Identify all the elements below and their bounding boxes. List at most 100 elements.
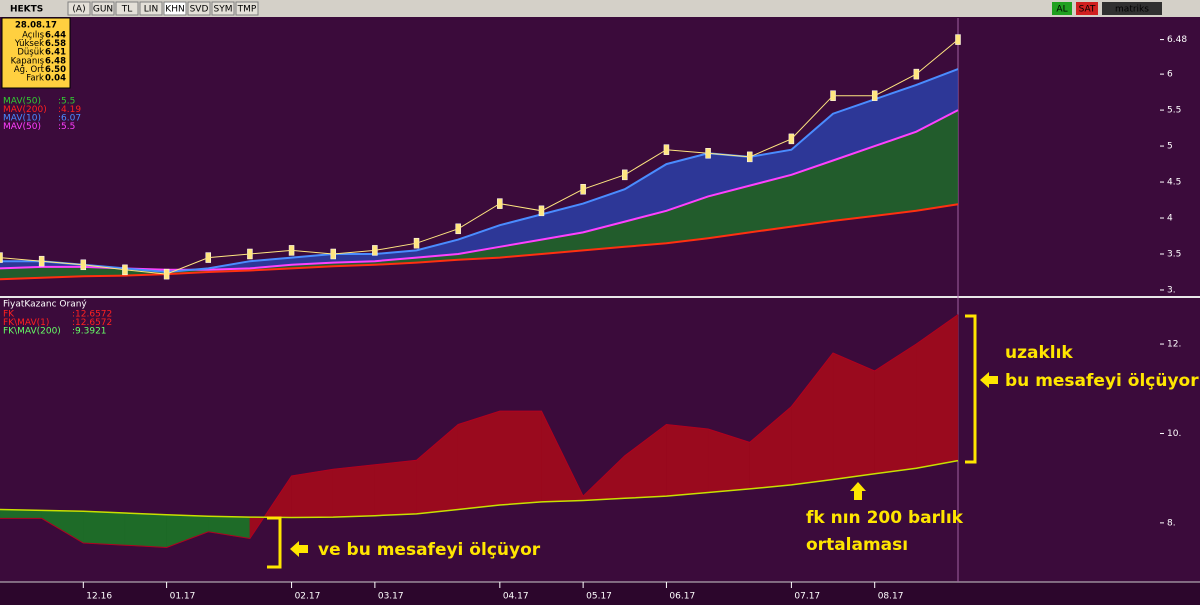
arrow: [290, 541, 308, 557]
info-value: 6.44: [45, 31, 66, 41]
gap-fill: [666, 424, 709, 497]
price-line: [0, 39, 959, 275]
band-fill: [0, 110, 958, 280]
arrow: [980, 372, 998, 388]
toolbar-button[interactable]: [91, 1, 115, 16]
legend-name: MAV(50): [3, 97, 41, 107]
legend-name: MAV(200): [3, 105, 47, 115]
buy-button[interactable]: [1052, 2, 1072, 15]
toolbar-button-label[interactable]: (A): [72, 5, 85, 15]
toolbar-items: HEKTS (A) GUN TL LIN KHN SVD SYM TMP AL SAT matriks: [10, 1, 1162, 16]
bracket: [267, 516, 282, 569]
gap-fill: [832, 352, 875, 480]
toolbar-button[interactable]: [163, 1, 187, 16]
legend-value: :4.19: [58, 105, 81, 115]
toolbar-button-label[interactable]: TL: [121, 5, 133, 15]
info-box-bg: [1, 17, 71, 89]
toolbar-button-label[interactable]: GUN: [93, 5, 113, 15]
gap-fill: [83, 510, 126, 546]
plots: 3. 3.5 4 4.5 5 5.5 6 6.48 MAV(50):5.5 MAV(200):4.…: [0, 34, 1187, 602]
y-tick-label: 5.5: [1167, 106, 1181, 116]
buy-label[interactable]: AL: [1056, 5, 1067, 15]
info-label: Yüksek: [14, 39, 44, 49]
y-tick-label: 4: [1167, 214, 1173, 224]
info-value: 6.41: [45, 48, 66, 58]
legend-name: FK\MAV(1): [3, 318, 49, 328]
panel-separator: [0, 296, 1200, 298]
legend-value: :5.5: [58, 122, 75, 132]
legend-value: :12.6572: [72, 318, 112, 328]
ma-line: [0, 109, 959, 271]
annotation: ve bu mesafeyi ölçüyor: [318, 540, 541, 560]
gap-fill: [374, 460, 417, 516]
toolbar: [0, 0, 1200, 17]
x-tick-label: 03.17: [378, 592, 404, 602]
annotations: uzaklık bu mesafeyi ölçüyor ve bu mesafe…: [267, 314, 1199, 569]
arrow: [850, 482, 866, 500]
toolbar-button-label[interactable]: TMP: [237, 5, 257, 15]
brand: matriks: [1115, 5, 1149, 15]
x-tick-label: 01.17: [170, 592, 196, 602]
toolbar-button-label[interactable]: SVD: [190, 5, 209, 15]
legend-value: :6.07: [58, 114, 81, 124]
toolbar-button[interactable]: [211, 1, 235, 16]
fk-ma-line: [0, 459, 959, 519]
x-tick-label: 06.17: [669, 592, 695, 602]
annotation: ortalaması: [806, 535, 908, 555]
bracket: [965, 314, 977, 464]
gap-fill: [457, 410, 501, 510]
y-tick-label: 3.5: [1167, 249, 1181, 259]
y-tick-label: 8.: [1167, 518, 1176, 528]
x-tick-label: 04.17: [503, 592, 529, 602]
toolbar-button[interactable]: [235, 1, 259, 16]
gap-fill: [291, 468, 334, 518]
toolbar-button-label[interactable]: SYM: [214, 5, 233, 15]
y-tick-label: 6: [1167, 70, 1173, 80]
toolbar-button[interactable]: [115, 1, 139, 16]
annotation: uzaklık: [1005, 343, 1073, 363]
y-tick-label: 3.: [1167, 285, 1176, 295]
info-value: 6.58: [45, 39, 66, 49]
ma-line: [0, 203, 959, 281]
legend-value: :12.6572: [72, 310, 112, 320]
x-tick-label: 08.17: [878, 592, 904, 602]
toolbar-button[interactable]: [67, 1, 91, 16]
price-candle: [955, 34, 961, 45]
info-label: Kapanış: [11, 56, 45, 66]
legend-value: :5.5: [58, 97, 75, 107]
info-value: 6.48: [45, 56, 66, 66]
band-fill: [0, 69, 958, 272]
gap-fill: [332, 464, 376, 518]
info-label: Düşük: [17, 48, 44, 58]
legend-value: :9.3921: [72, 327, 107, 337]
x-tick-label: 07.17: [794, 592, 820, 602]
toolbar-button-label[interactable]: LIN: [144, 5, 158, 15]
annotation: bu mesafeyi ölçüyor: [1005, 371, 1199, 391]
info-value: 6.50: [45, 65, 66, 75]
legend-name: FK: [3, 310, 15, 320]
y-tick-label: 5: [1167, 142, 1173, 152]
gap-fill: [499, 410, 542, 506]
y-tick-label: 6.48: [1167, 35, 1187, 45]
sell-button[interactable]: [1076, 2, 1098, 15]
legend-name: MAV(10): [3, 114, 41, 124]
toolbar-button-label[interactable]: KHN: [165, 5, 184, 15]
legend-name: MAV(50): [3, 122, 41, 132]
gap-fill: [124, 512, 167, 548]
brand-box: [1102, 2, 1162, 15]
toolbar-button[interactable]: [187, 1, 211, 16]
fk-line: [0, 314, 959, 549]
symbol: HEKTS: [10, 5, 43, 15]
sell-label[interactable]: SAT: [1079, 5, 1096, 15]
info-label: Açılış: [22, 31, 44, 41]
annotation: fk nın 200 barlık: [806, 508, 964, 528]
y-tick-label: 10.: [1167, 429, 1181, 439]
x-tick-label: 02.17: [295, 592, 321, 602]
x-tick-label: 05.17: [586, 592, 612, 602]
ma-line: [0, 68, 959, 274]
x-tick-label: 12.16: [86, 592, 112, 602]
date-axis: [0, 582, 1200, 605]
toolbar-button[interactable]: [139, 1, 163, 16]
